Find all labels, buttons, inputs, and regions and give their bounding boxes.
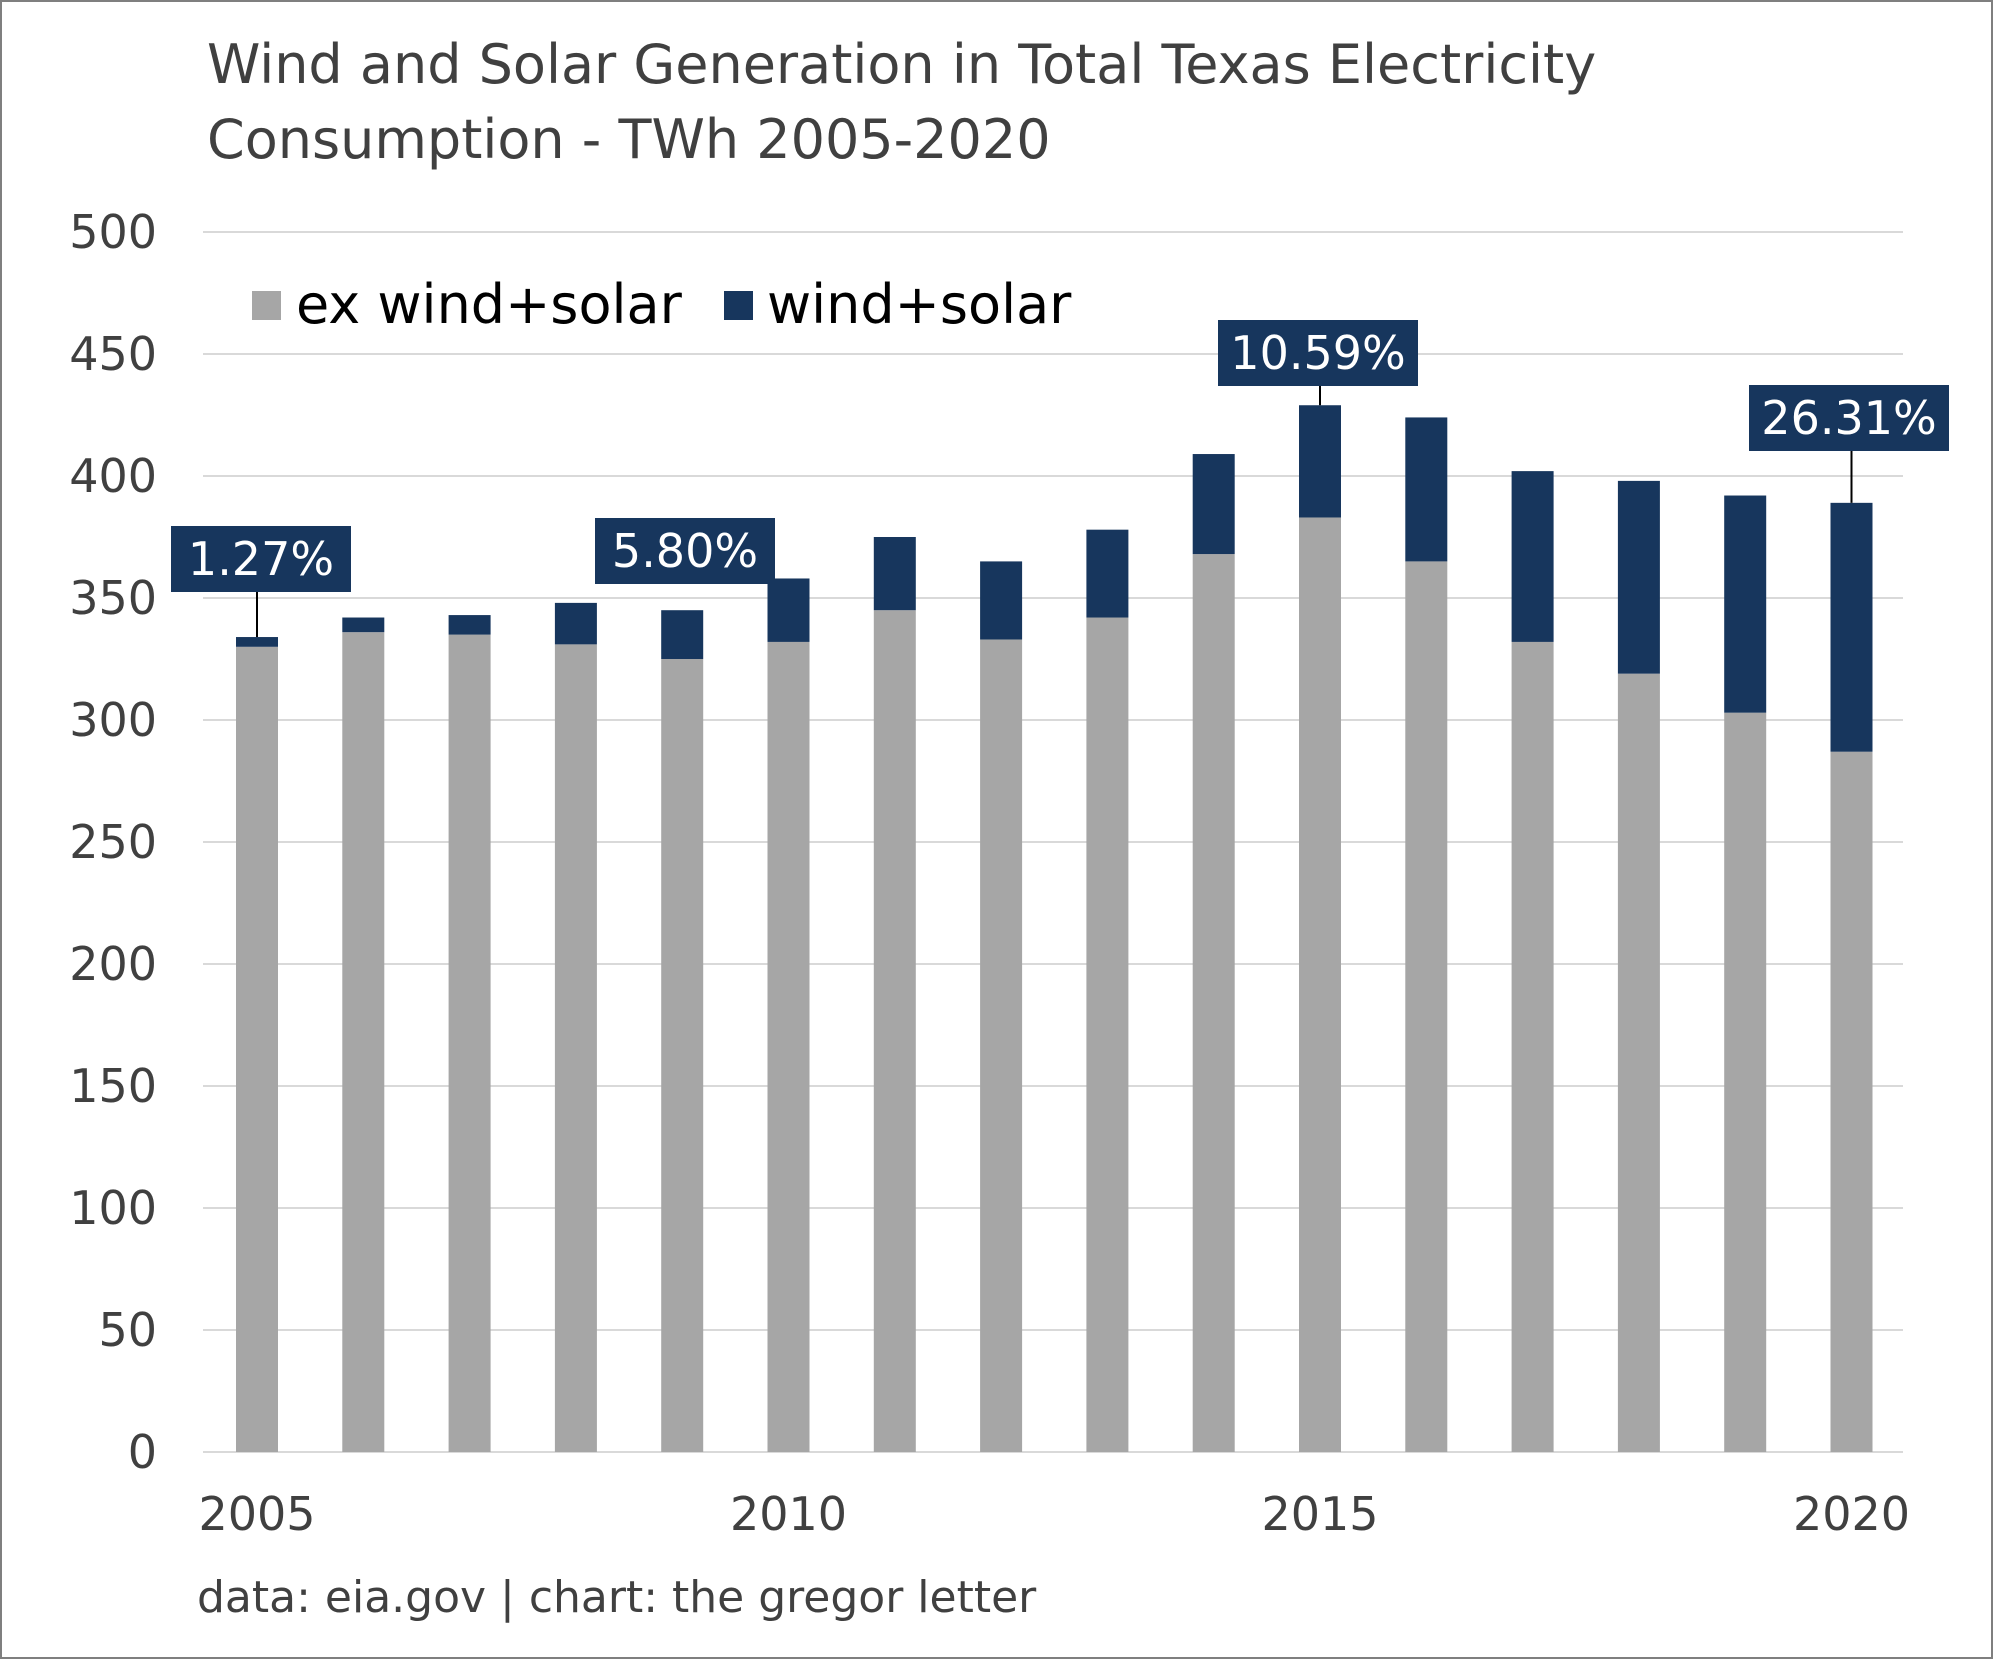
bar-wind-solar [236, 637, 278, 647]
x-tick-label: 2020 [1793, 1487, 1910, 1541]
x-tick-label: 2015 [1261, 1487, 1378, 1541]
bar-ex-wind-solar [1511, 641, 1554, 1452]
bar-wind-solar [1299, 405, 1341, 518]
callout-box [595, 518, 775, 584]
y-tick-label: 400 [69, 449, 157, 503]
annotations: 1.27% 5.80% 10.59% 26.31% [171, 320, 1949, 638]
legend-swatch [252, 291, 281, 320]
bar-wind-solar [1617, 480, 1660, 674]
legend-label: wind+solar [767, 273, 1072, 336]
x-tick-label: 2010 [730, 1487, 847, 1541]
bar-ex-wind-solar [1086, 617, 1129, 1452]
bar-wind-solar [873, 537, 916, 611]
bar-wind-solar [767, 578, 810, 642]
x-tick-label: 2005 [198, 1487, 315, 1541]
chart-title-line-2: Consumption - TWh 2005-2020 [207, 108, 1051, 171]
bar-ex-wind-solar [767, 641, 810, 1452]
source-note: data: eia.gov | chart: the gregor letter [197, 1572, 1037, 1623]
bar-wind-solar [1830, 502, 1873, 752]
callout-box [1218, 320, 1418, 386]
bar-wind-solar [554, 602, 597, 645]
y-tick-label: 300 [69, 693, 157, 747]
chart-title-line-1: Wind and Solar Generation in Total Texas… [207, 33, 1596, 96]
bar-ex-wind-solar [873, 610, 916, 1452]
bar-wind-solar [1724, 495, 1767, 713]
bar-ex-wind-solar [661, 659, 704, 1452]
y-tick-label: 350 [69, 571, 157, 625]
bar-ex-wind-solar [236, 646, 278, 1452]
bars [236, 405, 1873, 1452]
x-axis: 2005 2010 2015 2020 [198, 1487, 1910, 1541]
y-axis: 0 50 100 150 200 250 300 350 400 450 500 [69, 205, 157, 1479]
bar-wind-solar [980, 561, 1023, 640]
bar-ex-wind-solar [1724, 712, 1767, 1452]
chart-title: Wind and Solar Generation in Total Texas… [207, 33, 1596, 171]
y-tick-label: 150 [69, 1059, 157, 1113]
bar-wind-solar [342, 617, 385, 633]
bar-wind-solar [1086, 529, 1129, 618]
bar-ex-wind-solar [980, 639, 1023, 1452]
callout-label: 26.31% [1761, 391, 1936, 445]
callout-box [1749, 385, 1949, 451]
bar-wind-solar [1511, 471, 1554, 642]
bar-wind-solar [1192, 454, 1235, 555]
bar-ex-wind-solar [342, 632, 385, 1452]
callout-label: 10.59% [1230, 326, 1405, 380]
y-tick-label: 200 [69, 937, 157, 991]
bar-ex-wind-solar [1405, 561, 1448, 1452]
bar-ex-wind-solar [1299, 517, 1341, 1452]
y-tick-label: 50 [98, 1303, 157, 1357]
legend-label: ex wind+solar [296, 273, 683, 336]
bar-ex-wind-solar [1617, 673, 1660, 1452]
y-tick-label: 0 [128, 1425, 157, 1479]
y-tick-label: 100 [69, 1181, 157, 1235]
y-tick-label: 500 [69, 205, 157, 259]
y-tick-label: 250 [69, 815, 157, 869]
bar-ex-wind-solar [1830, 751, 1873, 1452]
bar-wind-solar [1405, 417, 1448, 562]
bar-wind-solar [661, 610, 704, 659]
bar-ex-wind-solar [1192, 554, 1235, 1452]
bar-ex-wind-solar [448, 634, 491, 1452]
callout-label: 5.80% [612, 524, 758, 578]
legend-swatch [724, 291, 753, 320]
callout-label: 1.27% [188, 532, 334, 586]
callout-box [171, 526, 351, 592]
bar-wind-solar [448, 615, 491, 635]
bar-ex-wind-solar [554, 644, 597, 1452]
legend: ex wind+solar wind+solar [252, 273, 1072, 336]
y-tick-label: 450 [69, 327, 157, 381]
